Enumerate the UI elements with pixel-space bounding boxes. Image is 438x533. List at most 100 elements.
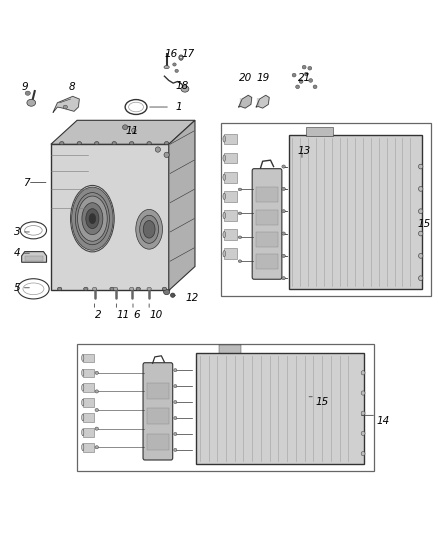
Ellipse shape [95,390,99,393]
Ellipse shape [84,287,88,290]
Ellipse shape [175,69,178,72]
Ellipse shape [238,236,242,239]
Ellipse shape [302,65,306,69]
Polygon shape [21,252,46,262]
Polygon shape [25,256,43,261]
Ellipse shape [282,232,286,235]
Ellipse shape [140,215,159,244]
Polygon shape [169,120,195,290]
Bar [224,229,237,240]
Polygon shape [51,120,195,144]
Ellipse shape [89,214,95,224]
Ellipse shape [60,142,64,145]
Ellipse shape [95,408,99,411]
Ellipse shape [174,384,177,387]
Ellipse shape [174,416,177,419]
Ellipse shape [313,85,317,88]
Ellipse shape [179,55,183,60]
Text: 7: 7 [23,177,30,188]
Ellipse shape [81,429,84,436]
FancyBboxPatch shape [143,363,173,460]
Text: 20: 20 [239,73,252,83]
Bar [196,353,364,464]
Ellipse shape [419,209,423,214]
Ellipse shape [113,287,118,290]
Ellipse shape [81,444,84,451]
Text: 15: 15 [418,219,431,229]
Ellipse shape [57,287,62,290]
Ellipse shape [223,174,226,180]
Ellipse shape [23,283,44,295]
Bar [256,232,278,247]
Ellipse shape [164,142,169,145]
Ellipse shape [63,105,67,109]
Bar [224,248,237,259]
Bar [83,413,94,422]
Text: 17: 17 [182,49,195,59]
Ellipse shape [143,221,155,238]
Ellipse shape [77,142,81,145]
Ellipse shape [174,368,177,372]
Text: 11: 11 [125,126,138,136]
Text: 21: 21 [297,73,311,83]
Text: 18: 18 [175,81,189,91]
Ellipse shape [181,86,189,92]
Text: 8: 8 [68,82,75,92]
Ellipse shape [282,254,286,257]
Bar [224,210,237,221]
Text: 15: 15 [315,397,328,407]
Ellipse shape [162,287,166,290]
Ellipse shape [361,431,365,435]
Polygon shape [239,95,252,108]
Ellipse shape [308,66,312,70]
Ellipse shape [81,384,84,391]
Text: 2: 2 [95,310,101,320]
Bar [83,354,94,362]
Ellipse shape [419,231,423,236]
Ellipse shape [81,414,84,421]
Ellipse shape [238,260,242,263]
Ellipse shape [136,287,141,290]
Text: 6: 6 [133,310,140,320]
Text: 11: 11 [117,310,130,320]
Text: 16: 16 [164,49,178,59]
Ellipse shape [419,254,423,259]
Bar [224,172,237,182]
Ellipse shape [419,276,423,280]
Text: 12: 12 [185,293,198,303]
Ellipse shape [223,155,226,161]
Ellipse shape [72,187,113,250]
Bar [83,383,94,392]
Bar [256,209,278,224]
Ellipse shape [223,193,226,199]
Ellipse shape [81,399,84,406]
Text: 3: 3 [14,227,21,237]
Polygon shape [53,96,79,112]
Ellipse shape [95,427,99,430]
Ellipse shape [419,187,423,191]
Ellipse shape [123,125,128,130]
Text: 19: 19 [256,73,269,83]
Ellipse shape [164,152,169,158]
Bar [224,153,237,164]
Ellipse shape [361,370,365,375]
Ellipse shape [95,142,99,145]
Ellipse shape [223,251,226,257]
Polygon shape [51,144,169,290]
Ellipse shape [92,287,97,290]
Bar [83,428,94,437]
Ellipse shape [136,209,162,249]
Text: 5: 5 [14,283,21,293]
Text: 1: 1 [175,102,182,112]
Ellipse shape [238,188,242,191]
Ellipse shape [129,102,144,112]
Ellipse shape [25,225,42,235]
Polygon shape [256,95,269,108]
Ellipse shape [27,99,35,106]
Ellipse shape [361,391,365,395]
Ellipse shape [86,209,99,229]
Ellipse shape [292,73,296,77]
Bar [256,254,278,269]
Ellipse shape [296,85,300,88]
Ellipse shape [282,165,286,168]
